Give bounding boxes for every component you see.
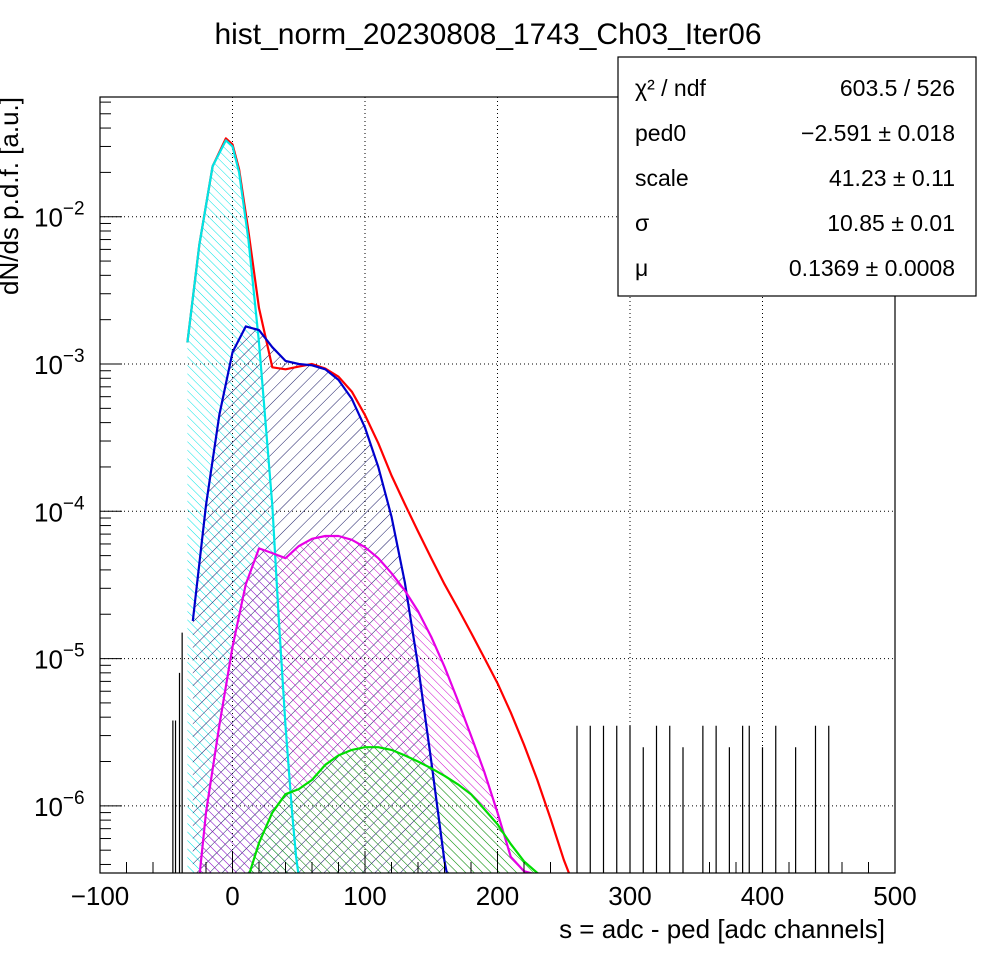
stat-label: σ bbox=[635, 210, 649, 236]
axis-ticks bbox=[99, 101, 896, 873]
fit-curves bbox=[186, 137, 571, 873]
x-tick-labels: −100 0 100 200 300 400 500 bbox=[71, 881, 917, 911]
fit-curve-4 bbox=[248, 746, 540, 873]
stat-label: χ² / ndf bbox=[635, 75, 706, 101]
component-fill-4 bbox=[248, 747, 544, 873]
fit-curve-1 bbox=[186, 139, 300, 873]
y-tick-label: 10−5 bbox=[34, 641, 85, 675]
chart-title: hist_norm_20230808_1743_Ch03_Iter06 bbox=[214, 18, 761, 51]
x-tick-label: 400 bbox=[741, 881, 784, 911]
y-tick-label: 10−3 bbox=[34, 346, 85, 380]
x-tick-label: 200 bbox=[476, 881, 519, 911]
histogram-outliers bbox=[172, 632, 830, 873]
stat-value: 603.5 / 526 bbox=[840, 75, 955, 101]
y-axis-label: dN/ds p.d.f. [a.u.] bbox=[0, 97, 24, 295]
x-tick-label: −100 bbox=[71, 881, 130, 911]
y-tick-label: 10−6 bbox=[34, 788, 85, 822]
x-tick-label: 0 bbox=[225, 881, 239, 911]
x-tick-label: 100 bbox=[343, 881, 386, 911]
x-tick-label: 300 bbox=[608, 881, 651, 911]
stat-value: 10.85 ± 0.01 bbox=[827, 210, 955, 236]
stat-value: 0.1369 ± 0.0008 bbox=[789, 255, 955, 281]
x-tick-label: 500 bbox=[873, 881, 916, 911]
fit-stats-box: χ² / ndf 603.5 / 526 ped0 −2.591 ± 0.018 sca… bbox=[617, 56, 977, 297]
stat-value: 41.23 ± 0.11 bbox=[829, 165, 955, 191]
component-fills bbox=[187, 140, 551, 873]
y-tick-label: 10−4 bbox=[34, 493, 85, 527]
x-axis-label: s = adc - ped [adc channels] bbox=[559, 914, 885, 944]
fit-curve-3 bbox=[198, 534, 535, 873]
stat-label: μ bbox=[635, 255, 648, 281]
y-tick-labels: 10−2 10−3 10−4 10−5 10−6 bbox=[34, 199, 85, 822]
stat-label: ped0 bbox=[635, 120, 686, 146]
y-tick-label: 10−2 bbox=[34, 199, 85, 233]
stat-value: −2.591 ± 0.018 bbox=[801, 120, 955, 146]
stat-label: scale bbox=[635, 165, 689, 191]
fit-curve-2 bbox=[191, 325, 448, 873]
